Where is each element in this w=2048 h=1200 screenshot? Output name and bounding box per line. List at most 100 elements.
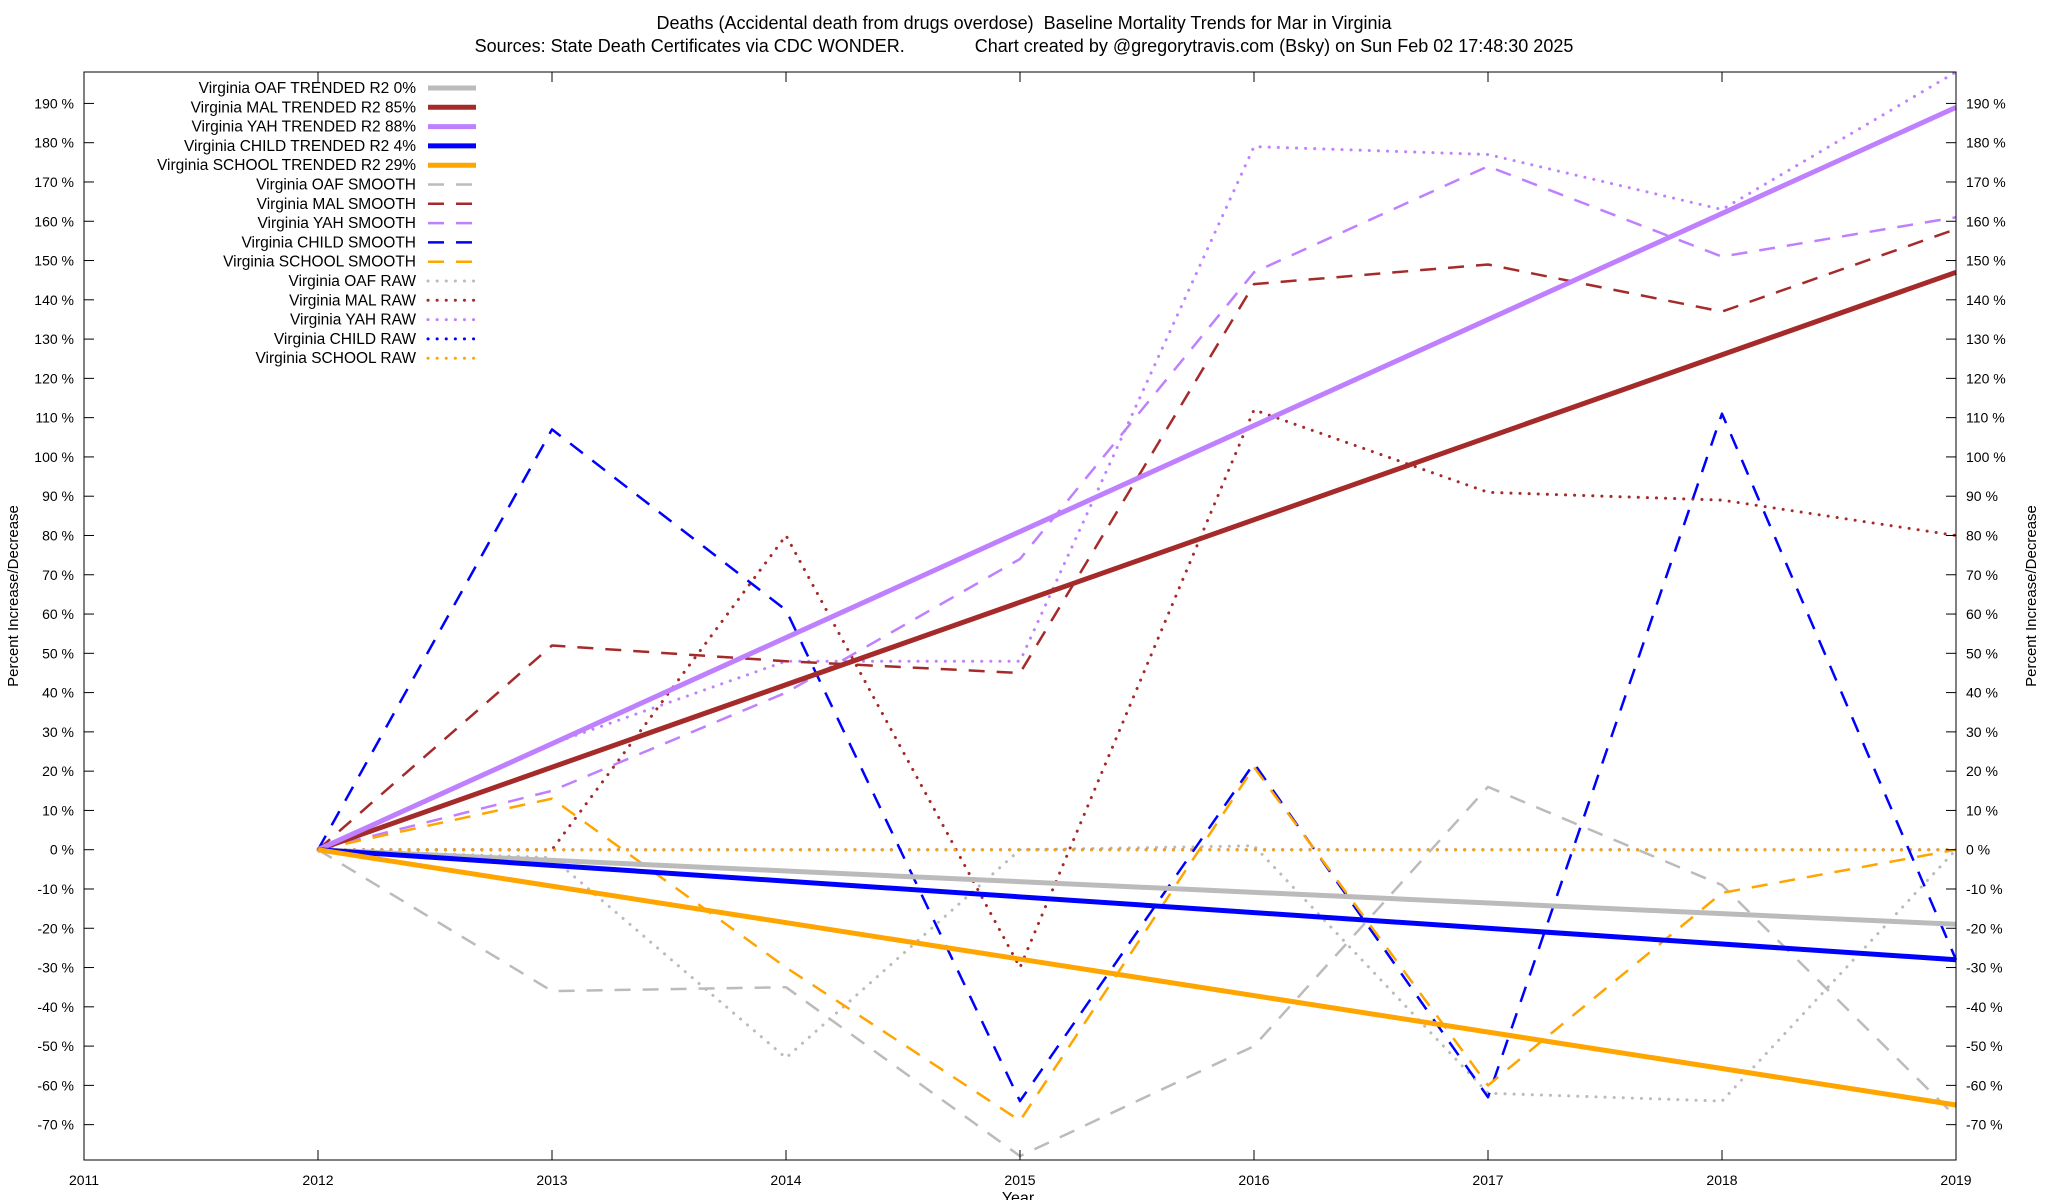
y-tick-label-right: 160 % bbox=[1966, 213, 2006, 229]
series-line bbox=[317, 227, 1957, 851]
y-tick-label: 60 % bbox=[42, 606, 74, 622]
y-tick-label: 110 % bbox=[35, 410, 74, 426]
y-tick-label-right: -70 % bbox=[1966, 1117, 2003, 1133]
y-tick-label-right: 20 % bbox=[1966, 763, 1998, 779]
y-tick-label: 70 % bbox=[42, 567, 74, 583]
x-tick-label: 2011 bbox=[69, 1172, 99, 1188]
chart-title: Deaths (Accidental death from drugs over… bbox=[656, 13, 1392, 33]
y-tick-label: -40 % bbox=[37, 999, 74, 1015]
y-tick-label-right: 170 % bbox=[1966, 174, 2006, 190]
y-tick-label: -70 % bbox=[37, 1117, 74, 1133]
y-tick-label-right: 120 % bbox=[1966, 370, 2006, 386]
y-tick-label-right: 140 % bbox=[1966, 292, 2006, 308]
y-tick-label: 50 % bbox=[42, 645, 74, 661]
series-line bbox=[317, 847, 1957, 963]
legend-label: Virginia CHILD SMOOTH bbox=[241, 234, 416, 251]
series-line bbox=[317, 847, 1957, 927]
series-line bbox=[316, 105, 1958, 852]
y-tick-label-right: 180 % bbox=[1966, 135, 2006, 151]
y-tick-label-right: -30 % bbox=[1966, 960, 2003, 976]
y-tick-label-right: 60 % bbox=[1966, 606, 1998, 622]
y-tick-label-right: 80 % bbox=[1966, 527, 1998, 543]
y-tick-label: -20 % bbox=[37, 920, 74, 936]
series-line bbox=[316, 408, 1958, 969]
plot-lines bbox=[316, 70, 1958, 1158]
series-line bbox=[316, 412, 1958, 1103]
y-axis-label-right: Percent Increase/Decrease bbox=[2023, 505, 2040, 687]
y-tick-label: 10 % bbox=[42, 802, 74, 818]
y-tick-label-right: 150 % bbox=[1966, 253, 2006, 269]
y-tick-label-right: 100 % bbox=[1966, 449, 2006, 465]
y-tick-label: 30 % bbox=[42, 724, 74, 740]
y-tick-label: 170 % bbox=[34, 174, 74, 190]
legend-label: Virginia MAL RAW bbox=[289, 292, 416, 309]
y-tick-label: 140 % bbox=[34, 292, 74, 308]
series-line bbox=[317, 847, 1957, 1108]
x-tick-label: 2015 bbox=[1004, 1172, 1035, 1188]
series-line bbox=[317, 165, 1957, 851]
legend-label: Virginia YAH SMOOTH bbox=[258, 215, 417, 232]
legend-label: Virginia MAL TRENDED R2 85% bbox=[191, 99, 417, 116]
x-tick-label: 2014 bbox=[770, 1172, 801, 1188]
legend-label: Virginia YAH TRENDED R2 88% bbox=[191, 119, 416, 136]
y-tick-label: 190 % bbox=[34, 95, 74, 111]
y-tick-label: 120 % bbox=[34, 370, 74, 386]
y-tick-label: 40 % bbox=[42, 685, 74, 701]
series-line bbox=[317, 765, 1957, 1122]
y-tick-label: -50 % bbox=[37, 1038, 74, 1054]
x-axis-label: Year bbox=[1002, 1190, 1035, 1200]
legend-label: Virginia SCHOOL RAW bbox=[256, 350, 417, 367]
y-tick-label: -10 % bbox=[37, 881, 74, 897]
y-tick-label: 0 % bbox=[50, 842, 74, 858]
x-tick-label: 2016 bbox=[1238, 1172, 1269, 1188]
y-tick-label-right: -20 % bbox=[1966, 920, 2003, 936]
x-tick-label: 2017 bbox=[1472, 1172, 1503, 1188]
y-tick-label: 90 % bbox=[42, 488, 74, 504]
y-tick-label-right: 10 % bbox=[1966, 802, 1998, 818]
y-tick-label: 20 % bbox=[42, 763, 74, 779]
y-tick-label: -30 % bbox=[37, 960, 74, 976]
y-tick-label-right: 90 % bbox=[1966, 488, 1998, 504]
y-tick-label: 80 % bbox=[42, 527, 74, 543]
legend-label: Virginia OAF TRENDED R2 0% bbox=[199, 80, 417, 97]
legend-label: Virginia SCHOOL SMOOTH bbox=[223, 254, 416, 271]
axes: 190 % 190 % 180 % 180 % 170 % 170 % 160 % 160 %… bbox=[34, 72, 2006, 1188]
y-tick-label-right: -60 % bbox=[1966, 1077, 2003, 1093]
x-tick-label: 2012 bbox=[302, 1172, 333, 1188]
y-tick-label-right: -10 % bbox=[1966, 881, 2003, 897]
y-tick-label-right: 40 % bbox=[1966, 685, 1998, 701]
legend-label: Virginia SCHOOL TRENDED R2 29% bbox=[157, 157, 416, 174]
series-line bbox=[317, 269, 1957, 853]
y-tick-label-right: 50 % bbox=[1966, 645, 1998, 661]
legend-label: Virginia CHILD RAW bbox=[274, 331, 416, 348]
y-tick-label: 150 % bbox=[34, 253, 74, 269]
x-tick-label: 2018 bbox=[1706, 1172, 1737, 1188]
series-line bbox=[316, 844, 1958, 1103]
x-tick-label: 2019 bbox=[1940, 1172, 1971, 1188]
series-line bbox=[316, 70, 1958, 852]
legend: Virginia OAF TRENDED R2 0% Virginia MAL T… bbox=[157, 80, 478, 367]
y-tick-label-right: -40 % bbox=[1966, 999, 2003, 1015]
y-tick-label: 160 % bbox=[34, 213, 74, 229]
x-tick-label: 2013 bbox=[536, 1172, 567, 1188]
legend-label: Virginia CHILD TRENDED R2 4% bbox=[184, 138, 416, 155]
y-tick-label: 100 % bbox=[34, 449, 74, 465]
y-tick-label-right: -50 % bbox=[1966, 1038, 2003, 1054]
chart-title-block: Deaths (Accidental death from drugs over… bbox=[0, 12, 2048, 58]
y-tick-label-right: 30 % bbox=[1966, 724, 1998, 740]
series-line bbox=[317, 785, 1957, 1158]
y-tick-label: 180 % bbox=[34, 135, 74, 151]
legend-label: Virginia MAL SMOOTH bbox=[257, 196, 416, 213]
y-tick-label: -60 % bbox=[37, 1077, 74, 1093]
legend-label: Virginia YAH RAW bbox=[290, 312, 416, 329]
y-tick-label: 130 % bbox=[34, 331, 74, 347]
y-tick-label-right: 0 % bbox=[1966, 842, 1990, 858]
y-tick-label-right: 190 % bbox=[1966, 95, 2006, 111]
y-tick-label-right: 130 % bbox=[1966, 331, 2006, 347]
legend-label: Virginia OAF RAW bbox=[289, 273, 417, 290]
chart-subtitle: Sources: State Death Certificates via CD… bbox=[474, 36, 1574, 56]
y-axis-label-left: Percent Increase/Decrease bbox=[5, 505, 22, 687]
y-tick-label-right: 110 % bbox=[1966, 410, 2005, 426]
y-tick-label-right: 70 % bbox=[1966, 567, 1998, 583]
